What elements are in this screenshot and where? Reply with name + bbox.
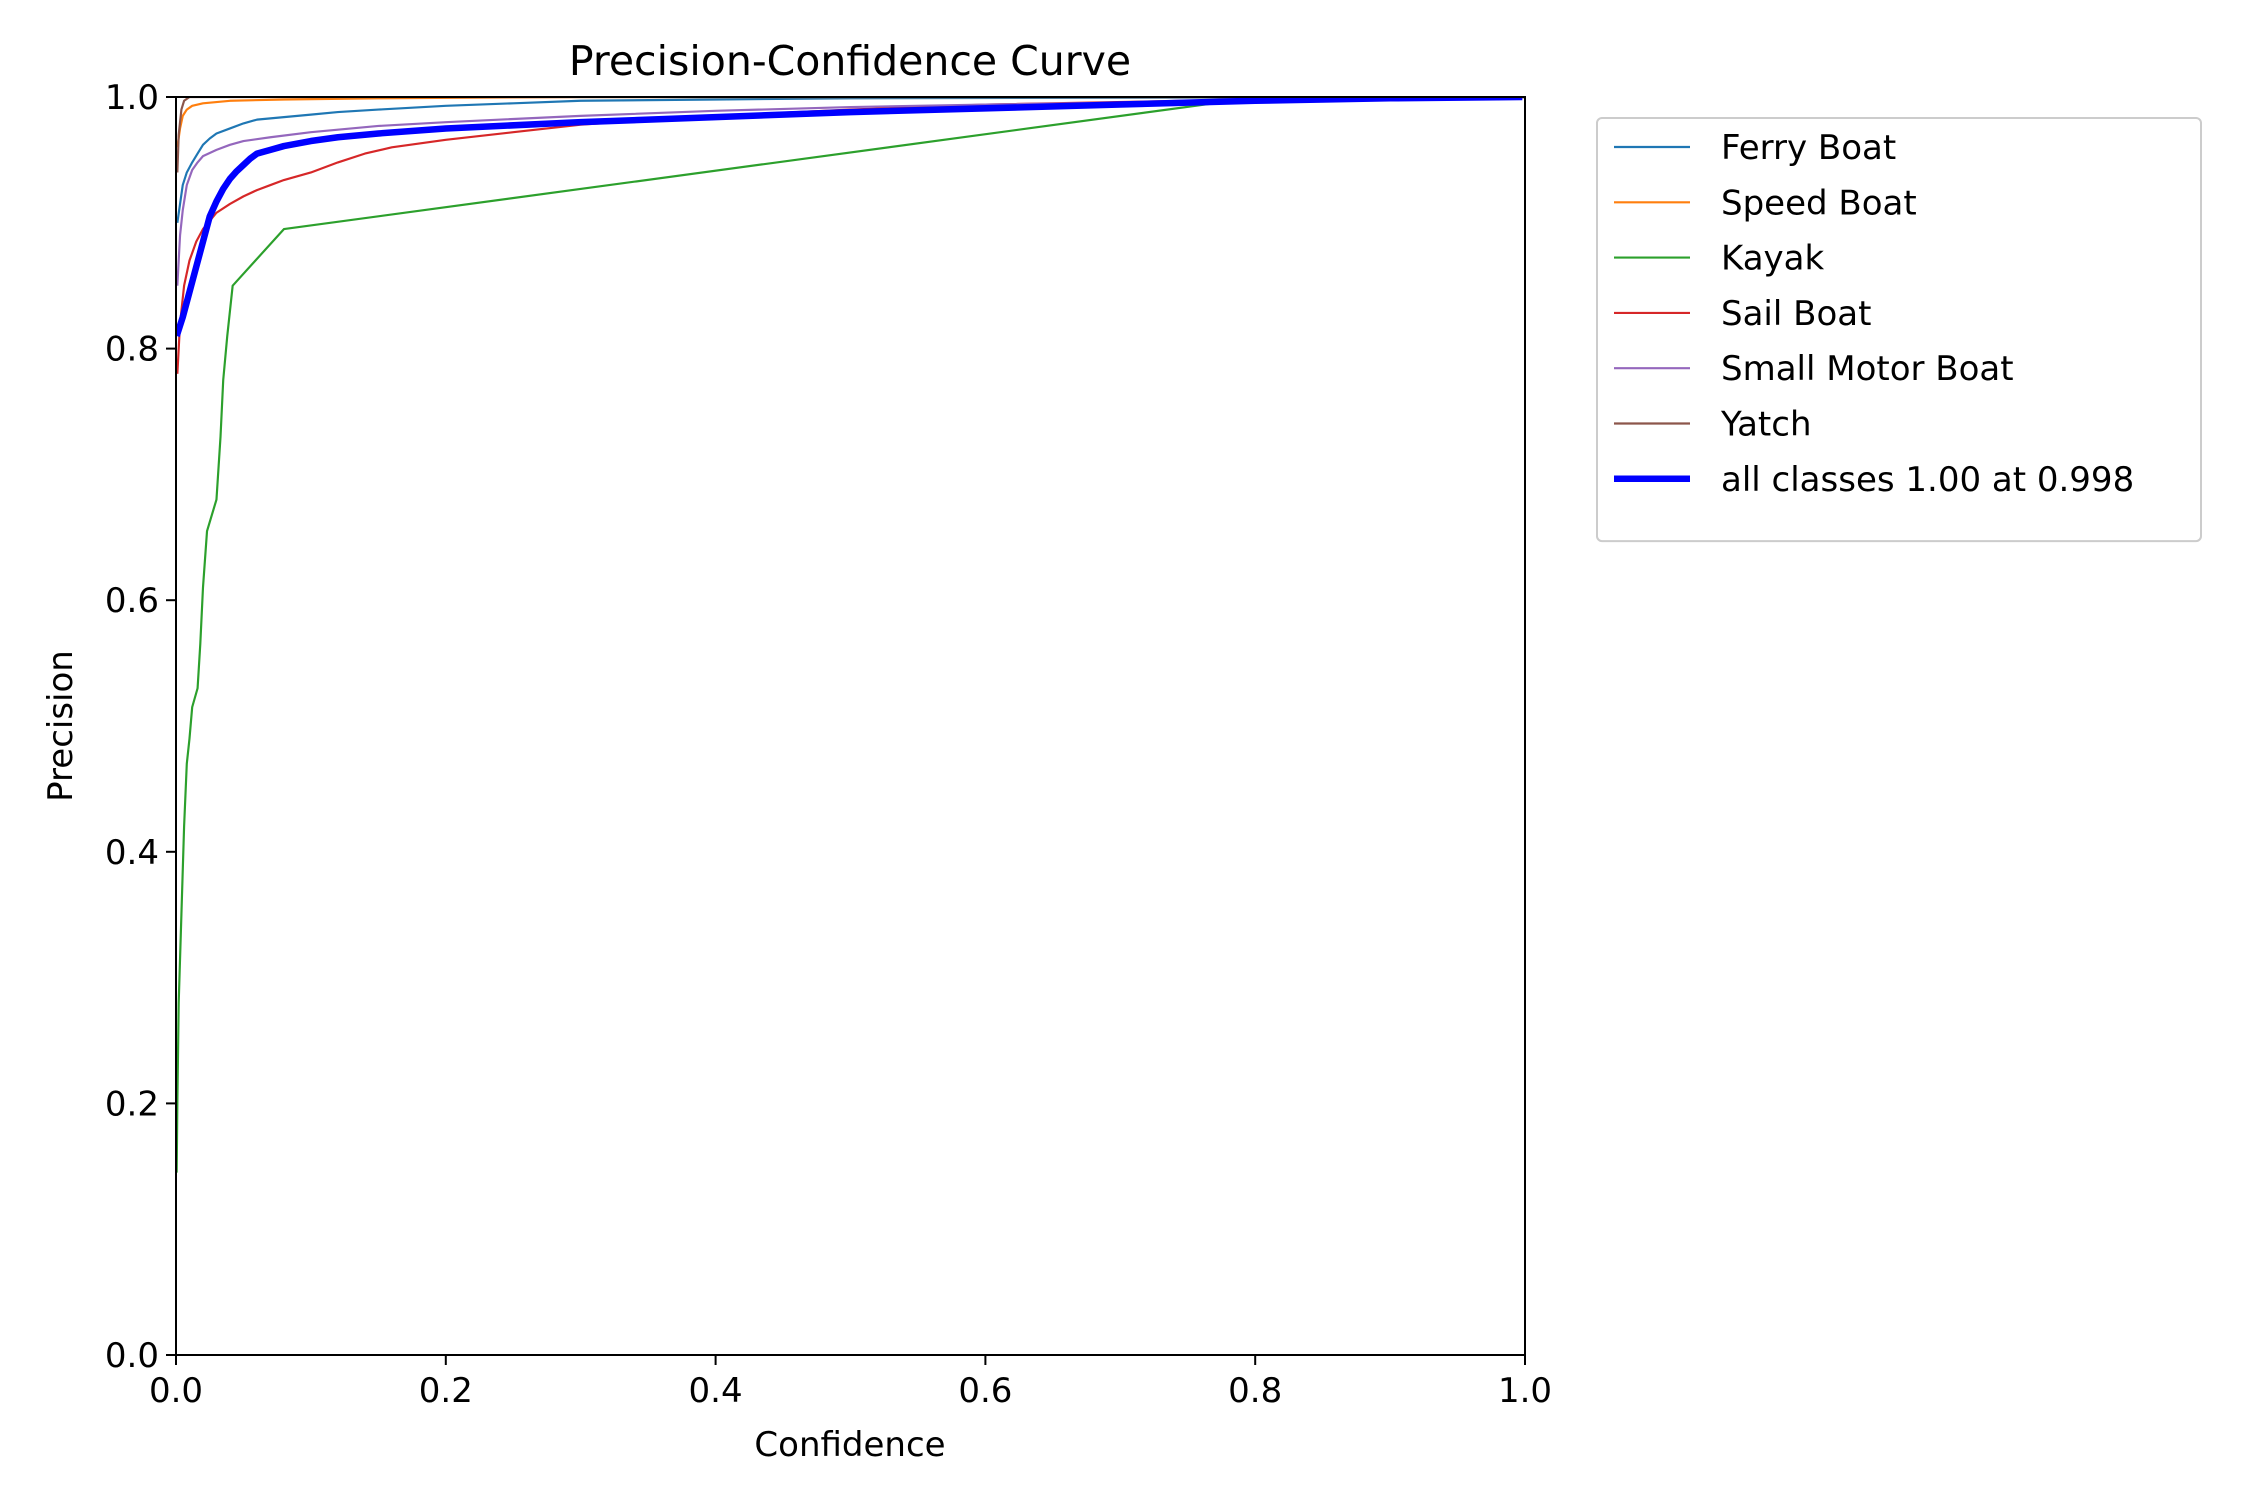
x-tick-label: 0.8 bbox=[1228, 1371, 1282, 1411]
legend-label-ferry-boat: Ferry Boat bbox=[1721, 128, 1896, 168]
chart-title: Precision-Confidence Curve bbox=[569, 37, 1131, 85]
x-tick-label: 0.2 bbox=[419, 1371, 473, 1411]
legend-label-kayak: Kayak bbox=[1721, 239, 1824, 279]
legend-label-small-motor-boat: Small Motor Boat bbox=[1721, 349, 2014, 389]
x-tick-label: 1.0 bbox=[1498, 1371, 1552, 1411]
y-tick-label: 0.4 bbox=[105, 833, 159, 873]
x-axis-title: Confidence bbox=[754, 1425, 945, 1465]
y-tick-label: 0.0 bbox=[105, 1336, 159, 1376]
legend-label-speed-boat: Speed Boat bbox=[1721, 183, 1917, 223]
series-line-all-classes-1-00-at-0-998 bbox=[176, 97, 1523, 338]
legend-label-yatch: Yatch bbox=[1720, 405, 1812, 445]
legend: Ferry Boat Speed Boat Kayak Sail Boat Small … bbox=[1596, 117, 2202, 543]
y-axis: 0.0 0.2 0.4 0.6 0.8 1.0 bbox=[105, 78, 176, 1376]
y-axis-title: Precision bbox=[41, 650, 81, 802]
y-tick-label: 0.6 bbox=[105, 581, 159, 621]
series-line-kayak bbox=[176, 97, 1525, 1173]
series-layer bbox=[176, 97, 1525, 1173]
y-tick-label: 0.8 bbox=[105, 330, 159, 370]
x-tick-label: 0.6 bbox=[958, 1371, 1012, 1411]
legend-label-all-classes-1-00-at-0-998: all classes 1.00 at 0.998 bbox=[1721, 460, 2134, 500]
x-axis: 0.0 0.2 0.4 0.6 0.8 1.0 bbox=[149, 1355, 1552, 1411]
x-tick-label: 0.4 bbox=[689, 1371, 743, 1411]
legend-label-sail-boat: Sail Boat bbox=[1721, 294, 1871, 334]
legend-box bbox=[1596, 117, 2202, 543]
y-tick-label: 0.2 bbox=[105, 1084, 159, 1124]
plot-frame bbox=[175, 96, 1526, 1356]
y-tick-label: 1.0 bbox=[105, 78, 159, 118]
series-line-ferry-boat bbox=[176, 97, 1525, 223]
series-line-small-motor-boat bbox=[176, 97, 1525, 286]
series-line-yatch bbox=[176, 97, 1525, 173]
x-tick-label: 0.0 bbox=[149, 1371, 203, 1411]
